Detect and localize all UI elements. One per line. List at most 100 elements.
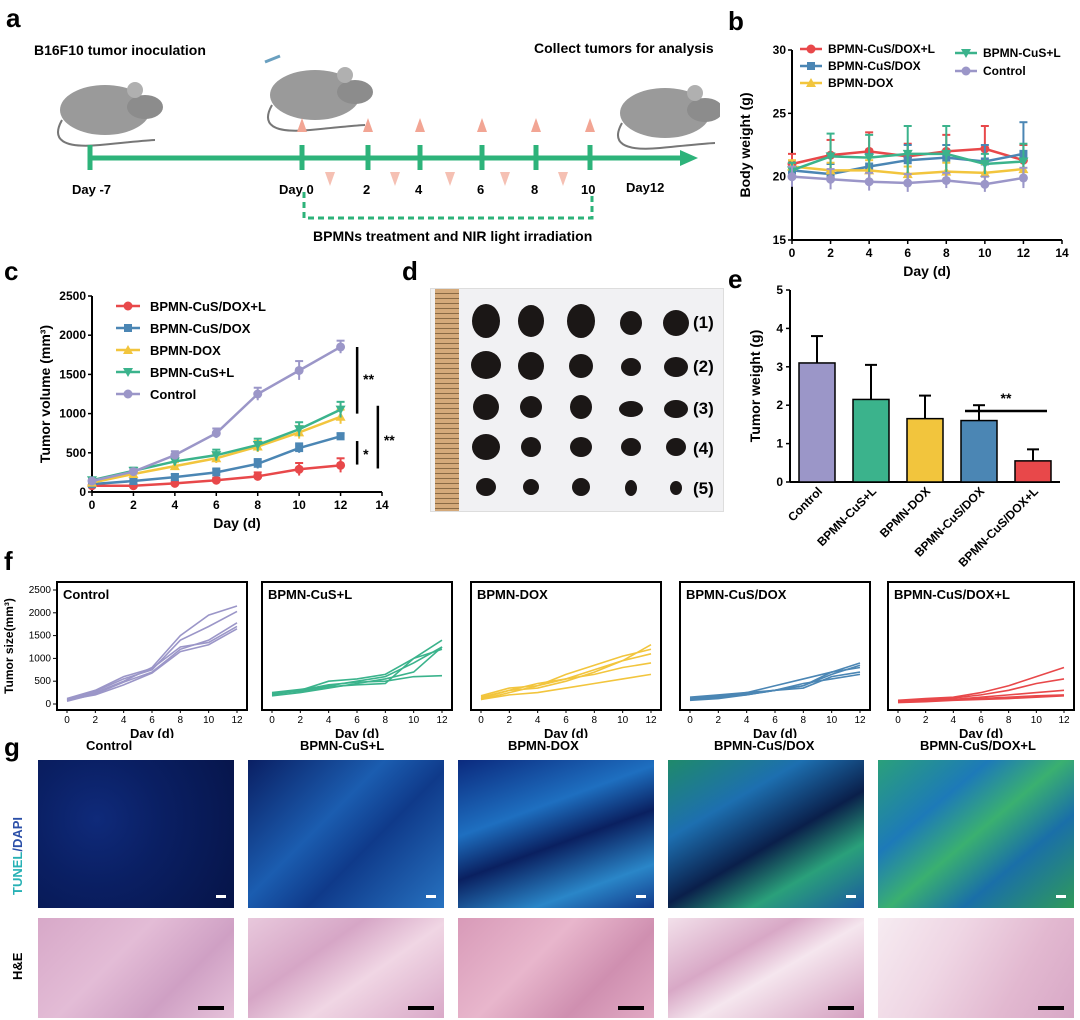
data-point [979, 160, 990, 169]
x-axis-label: Day (d) [213, 515, 260, 531]
dapi-text: /DAPI [10, 816, 25, 852]
x-tick-label: 6 [213, 498, 220, 512]
y-tick-label: 2 [776, 398, 783, 412]
tick-label: 8 [531, 182, 539, 197]
x-tick-label: 4 [172, 498, 179, 512]
x-tick-label: 8 [943, 246, 950, 260]
y-tick-label: 1000 [29, 653, 52, 664]
data-point [123, 301, 133, 311]
data-point [252, 440, 263, 450]
data-point [1018, 173, 1028, 183]
x-tick-label: 8 [383, 715, 389, 726]
mouse-icon [57, 82, 163, 147]
tumor-curve [271, 648, 443, 695]
x-tick-label: BPMN-DOX [877, 484, 933, 540]
tumor-curve [66, 610, 238, 701]
day0-label: Day 0 [279, 182, 314, 197]
x-tick-label: 8 [592, 715, 598, 726]
data-point [336, 342, 346, 352]
data-point [128, 467, 138, 477]
data-point [169, 457, 180, 467]
legend-label: Control [983, 64, 1026, 78]
x-tick-label: 4 [951, 715, 957, 726]
y-tick-label: 5 [776, 283, 783, 297]
data-point [211, 451, 222, 461]
row-label-tunel: TUNEL/DAPI [10, 817, 25, 895]
tumor-curve [897, 678, 1065, 703]
data-point [807, 62, 815, 70]
x-tick-label: Control [785, 484, 825, 524]
x-tick-label: 14 [375, 498, 389, 512]
tunel-image-dox [458, 760, 654, 908]
row-label: (5) [693, 479, 714, 498]
legend-label: BPMN-CuS+L [150, 365, 234, 380]
tick-label: 2 [363, 182, 371, 197]
y-tick-label: 2000 [59, 328, 86, 342]
x-tick-label: 2 [923, 715, 929, 726]
he-image-cusdoxl [878, 918, 1074, 1018]
x-tick-label: 4 [535, 715, 541, 726]
tumor-curve [66, 625, 238, 700]
inoculation-label: B16F10 tumor inoculation [34, 42, 206, 58]
mouse-icon [264, 54, 373, 132]
tumor-curve [480, 673, 652, 701]
x-tick-label: 8 [254, 498, 261, 512]
panel-label-a: a [6, 3, 21, 33]
tumor-curve [66, 605, 238, 702]
data-point [335, 405, 346, 415]
significance-label: * [363, 446, 369, 462]
he-image-cusl [248, 918, 444, 1018]
bar [960, 419, 998, 483]
tunel-image-cusdox [668, 760, 864, 908]
data-point [212, 468, 221, 477]
x-tick-label: 0 [789, 246, 796, 260]
bar [906, 417, 944, 483]
x-tick-label: 2 [130, 498, 137, 512]
x-tick-label: 4 [866, 246, 873, 260]
panel-label-c: c [4, 256, 19, 286]
mouse-icon [617, 85, 720, 150]
x-tick-label: 6 [904, 246, 911, 260]
data-point [253, 389, 263, 399]
data-point [211, 475, 221, 485]
tumor-curve [897, 694, 1065, 703]
collect-label: Collect tumors for analysis [534, 40, 714, 56]
x-tick-label: 12 [854, 715, 866, 726]
tumor-volume-chart: 0 500 1000 1500 2000 2500 0 2 4 6 8 10 12 14 Day (d) Tu… [37, 289, 395, 531]
x-tick-label: 6 [772, 715, 778, 726]
bar [852, 398, 890, 483]
histo-title: BPMN-CuS/DOX+L [920, 738, 1036, 753]
panel-label-f: f [4, 546, 13, 576]
y-tick-label: 25 [773, 106, 787, 120]
x-tick-label: 4 [744, 715, 750, 726]
x-tick-label: 0 [64, 715, 70, 726]
data-point [864, 153, 875, 163]
x-tick-label: 12 [1017, 246, 1031, 260]
x-tick-label: 12 [436, 715, 448, 726]
ruler [435, 289, 459, 511]
y-tick-label: 1 [776, 437, 783, 451]
data-point [253, 471, 263, 481]
tunel-image-control [38, 760, 234, 908]
data-point [961, 49, 971, 58]
x-tick-label: 8 [178, 715, 184, 726]
y-tick-label: 20 [773, 170, 787, 184]
data-point [806, 78, 816, 87]
data-point [123, 389, 133, 399]
y-tick-label: 3 [776, 360, 783, 374]
x-axis-label: Day (d) [753, 726, 797, 738]
x-axis-label: Day (d) [959, 726, 1003, 738]
x-tick-label: 6 [978, 715, 984, 726]
legend-label: BPMN-CuS/DOX [150, 321, 251, 336]
y-tick-label: 2500 [59, 289, 86, 303]
tumor-curve [897, 666, 1065, 702]
subplot-title: BPMN-CuS/DOX [686, 587, 787, 602]
data-point [123, 368, 133, 377]
x-tick-label: 10 [617, 715, 629, 726]
legend-label: BPMN-CuS+L [983, 46, 1061, 60]
y-tick-label: 1000 [59, 407, 86, 421]
panel-label-b: b [728, 6, 744, 36]
tumor-curve [480, 662, 652, 697]
tumor-curve [271, 674, 443, 695]
tick-label: 4 [415, 182, 423, 197]
